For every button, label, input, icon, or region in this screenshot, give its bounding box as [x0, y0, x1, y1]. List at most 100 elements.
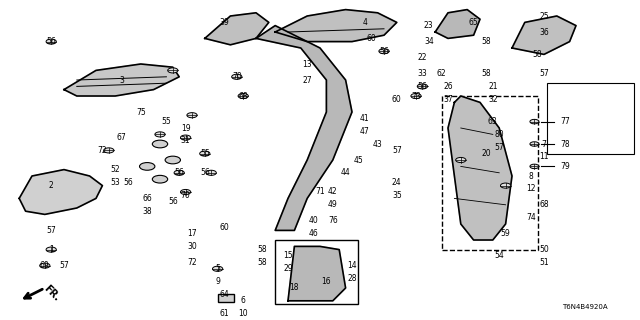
Circle shape: [411, 93, 421, 99]
Text: 56: 56: [200, 168, 210, 177]
Text: T6N4B4920A: T6N4B4920A: [563, 304, 608, 310]
Text: 25: 25: [539, 12, 549, 20]
Text: 5: 5: [215, 264, 220, 273]
Text: 60: 60: [219, 223, 229, 232]
Text: 33: 33: [417, 69, 428, 78]
Text: 12: 12: [527, 184, 536, 193]
Text: 58: 58: [481, 37, 492, 46]
Text: 9: 9: [215, 277, 220, 286]
Circle shape: [180, 135, 191, 140]
Text: 56: 56: [46, 37, 56, 46]
Bar: [218, 294, 234, 302]
Text: 7: 7: [541, 140, 547, 148]
Text: 76: 76: [328, 216, 338, 225]
Text: 2: 2: [49, 181, 54, 190]
Text: 50: 50: [539, 245, 549, 254]
Text: 63: 63: [488, 117, 498, 126]
Text: 74: 74: [526, 213, 536, 222]
Text: 38: 38: [142, 207, 152, 216]
Text: 40: 40: [308, 216, 319, 225]
Circle shape: [238, 93, 248, 99]
Text: 26: 26: [443, 82, 453, 91]
Text: 4: 4: [362, 18, 367, 27]
Text: 56: 56: [168, 197, 178, 206]
Polygon shape: [448, 96, 512, 240]
Text: 60: 60: [366, 34, 376, 43]
Text: 20: 20: [481, 149, 492, 158]
Text: 16: 16: [321, 277, 332, 286]
Text: 58: 58: [532, 50, 543, 59]
Text: 22: 22: [418, 53, 427, 62]
Text: 67: 67: [116, 133, 127, 142]
Text: 56: 56: [123, 178, 133, 187]
Polygon shape: [64, 64, 179, 96]
Text: 78: 78: [560, 140, 570, 148]
Text: 69: 69: [40, 261, 50, 270]
Text: 28: 28: [348, 274, 356, 283]
Text: 72: 72: [187, 258, 197, 267]
Text: 77: 77: [560, 117, 570, 126]
Text: 58: 58: [257, 245, 268, 254]
Text: 70: 70: [232, 72, 242, 81]
Text: 32: 32: [488, 95, 498, 104]
Text: 57: 57: [46, 226, 56, 235]
Text: 57: 57: [494, 143, 504, 152]
Circle shape: [232, 74, 242, 79]
Text: 42: 42: [328, 188, 338, 196]
Text: 8: 8: [529, 172, 534, 180]
Polygon shape: [288, 246, 346, 301]
Text: 29: 29: [283, 264, 293, 273]
Circle shape: [456, 157, 466, 163]
Circle shape: [140, 163, 155, 170]
Text: 79: 79: [560, 162, 570, 171]
Text: 58: 58: [257, 258, 268, 267]
Text: 55: 55: [161, 117, 172, 126]
Text: 39: 39: [219, 18, 229, 27]
Circle shape: [212, 266, 223, 271]
Circle shape: [530, 142, 539, 146]
Text: 75: 75: [136, 108, 146, 116]
Circle shape: [530, 119, 539, 124]
Text: 44: 44: [340, 168, 351, 177]
Text: 57: 57: [59, 261, 69, 270]
Polygon shape: [435, 10, 480, 38]
Text: 36: 36: [539, 28, 549, 36]
Text: 6: 6: [241, 296, 246, 305]
Text: 27: 27: [302, 76, 312, 84]
Text: 18: 18: [290, 284, 299, 292]
Text: 56: 56: [174, 168, 184, 177]
Text: 52: 52: [110, 165, 120, 174]
Text: 61: 61: [219, 309, 229, 318]
Polygon shape: [512, 16, 576, 54]
Text: 13: 13: [302, 60, 312, 68]
Text: 3: 3: [119, 76, 124, 84]
Text: 47: 47: [360, 127, 370, 136]
Text: 59: 59: [500, 229, 511, 238]
Text: 1: 1: [49, 245, 54, 254]
Text: 37: 37: [443, 95, 453, 104]
Text: 54: 54: [494, 252, 504, 260]
Text: 46: 46: [308, 229, 319, 238]
Text: 21: 21: [488, 82, 497, 91]
Text: 72: 72: [97, 146, 108, 155]
Circle shape: [152, 175, 168, 183]
Polygon shape: [19, 170, 102, 214]
Text: 45: 45: [353, 156, 364, 164]
Text: 10: 10: [238, 309, 248, 318]
Text: 66: 66: [142, 194, 152, 203]
Circle shape: [379, 49, 389, 54]
Text: 30: 30: [187, 242, 197, 251]
Text: 58: 58: [481, 69, 492, 78]
Text: 19: 19: [180, 124, 191, 132]
Circle shape: [104, 148, 114, 153]
Circle shape: [500, 183, 511, 188]
Polygon shape: [256, 26, 352, 230]
Text: 24: 24: [392, 178, 402, 187]
Text: 55: 55: [200, 149, 210, 158]
Text: 49: 49: [328, 200, 338, 209]
Text: 62: 62: [436, 69, 447, 78]
Polygon shape: [275, 10, 397, 42]
Text: 15: 15: [283, 252, 293, 260]
Text: 56: 56: [379, 47, 389, 56]
Circle shape: [174, 170, 184, 175]
